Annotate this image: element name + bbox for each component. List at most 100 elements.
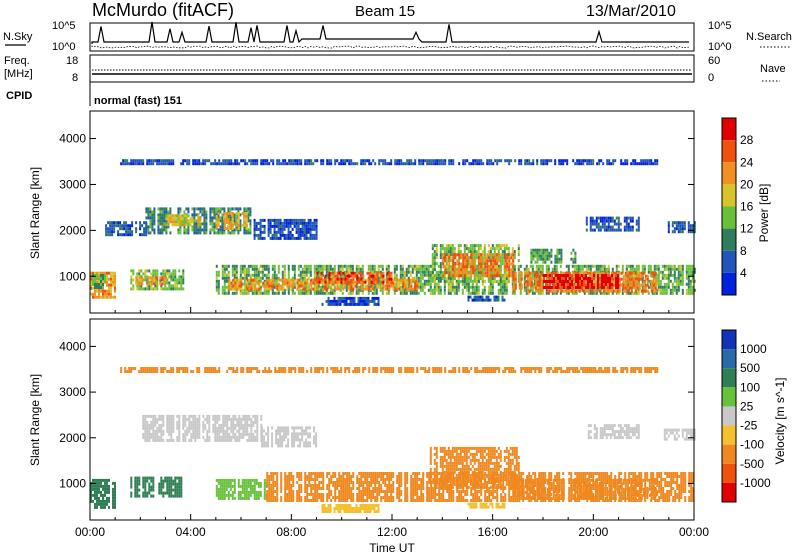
heatmap-cell bbox=[330, 284, 333, 288]
heatmap-cell bbox=[681, 282, 684, 286]
heatmap-cell bbox=[554, 277, 557, 281]
heatmap-cell bbox=[136, 485, 139, 489]
heatmap-cell bbox=[617, 277, 619, 280]
heatmap-cell bbox=[299, 230, 302, 234]
heatmap-cell bbox=[319, 264, 322, 268]
heatmap-cell bbox=[211, 216, 214, 220]
heatmap-cell bbox=[117, 230, 120, 234]
nave-label: Nave bbox=[760, 63, 786, 75]
heatmap-cell bbox=[273, 276, 276, 280]
heatmap-cell bbox=[352, 277, 355, 281]
heatmap-cell bbox=[643, 264, 646, 268]
heatmap-cell bbox=[626, 286, 629, 290]
heatmap-cell bbox=[469, 291, 472, 295]
heatmap-cell bbox=[392, 281, 395, 285]
heatmap-cell bbox=[444, 159, 447, 163]
heatmap-cell bbox=[466, 271, 469, 275]
heatmap-cell bbox=[90, 286, 92, 290]
heatmap-cell bbox=[223, 276, 226, 280]
heatmap-cell bbox=[277, 224, 280, 228]
heatmap-cell bbox=[398, 162, 401, 166]
heatmap-cell bbox=[465, 285, 468, 289]
heatmap-cell bbox=[472, 265, 475, 269]
heatmap-cell bbox=[227, 218, 230, 221]
heatmap-cell bbox=[187, 220, 190, 224]
heatmap-cell bbox=[607, 280, 609, 283]
heatmap-cell bbox=[105, 230, 108, 234]
heatmap-cell bbox=[219, 231, 222, 235]
heatmap-cell bbox=[661, 264, 664, 268]
heatmap-cell bbox=[297, 218, 300, 222]
heatmap-cell bbox=[496, 159, 499, 163]
heatmap-cell bbox=[669, 270, 672, 274]
heatmap-cell bbox=[499, 291, 502, 295]
heatmap-cell bbox=[442, 265, 445, 269]
heatmap-cell bbox=[102, 478, 104, 482]
heatmap-cell bbox=[297, 267, 300, 271]
heatmap-cell bbox=[591, 222, 594, 226]
heatmap-cell bbox=[100, 277, 102, 280]
heatmap-cell bbox=[177, 214, 180, 218]
heatmap-cell bbox=[421, 288, 424, 292]
heatmap-cell bbox=[156, 281, 159, 285]
heatmap-cell bbox=[594, 271, 597, 275]
heatmap-cell bbox=[646, 289, 649, 293]
heatmap-cell bbox=[269, 236, 272, 240]
heatmap-cell bbox=[449, 285, 452, 289]
heatmap-cell bbox=[441, 271, 444, 275]
heatmap-cell bbox=[309, 218, 312, 222]
heatmap-cell bbox=[102, 493, 104, 497]
heatmap-cell bbox=[474, 159, 477, 163]
heatmap-cell bbox=[494, 253, 497, 257]
heatmap-cell bbox=[590, 159, 593, 163]
heatmap-cell bbox=[321, 273, 324, 277]
heatmap-cell bbox=[626, 271, 629, 275]
heatmap-cell bbox=[156, 272, 159, 276]
heatmap-cell bbox=[149, 210, 152, 214]
heatmap-cell bbox=[300, 162, 303, 166]
heatmap-cell bbox=[510, 262, 513, 266]
heatmap-cell bbox=[90, 283, 92, 287]
heatmap-cell bbox=[94, 277, 96, 280]
heatmap-cell bbox=[480, 268, 483, 272]
heatmap-cell bbox=[98, 496, 100, 500]
heatmap-cell bbox=[536, 254, 539, 258]
heatmap-cell bbox=[221, 216, 224, 220]
heatmap-cell bbox=[493, 295, 496, 299]
heatmap-cell bbox=[659, 291, 662, 295]
heatmap-cell bbox=[401, 270, 404, 274]
heatmap-cell bbox=[631, 264, 634, 268]
heatmap-cell bbox=[644, 274, 647, 278]
heatmap-cell bbox=[652, 286, 655, 290]
heatmap-cell bbox=[583, 264, 586, 268]
heatmap-cell bbox=[677, 230, 680, 234]
heatmap-cell bbox=[254, 284, 257, 288]
heatmap-cell bbox=[475, 298, 478, 302]
heatmap-cell bbox=[454, 253, 457, 257]
heatmap-cell bbox=[174, 281, 177, 285]
heatmap-cell bbox=[550, 251, 553, 255]
heatmap-cell bbox=[130, 159, 133, 163]
heatmap-cell bbox=[447, 250, 450, 254]
heatmap-cell bbox=[295, 227, 298, 231]
heatmap-cell bbox=[159, 231, 162, 235]
heatmap-cell bbox=[556, 289, 559, 293]
heatmap-cell bbox=[477, 247, 480, 251]
heatmap-cell bbox=[163, 225, 166, 229]
heatmap-cell bbox=[484, 262, 487, 266]
heatmap-cell bbox=[135, 276, 138, 280]
heatmap-cell bbox=[142, 479, 145, 483]
heatmap-cell bbox=[320, 274, 323, 278]
heatmap-cell bbox=[346, 159, 349, 163]
heatmap-cell bbox=[229, 207, 232, 211]
heatmap-cell bbox=[592, 162, 595, 166]
heatmap-cell bbox=[214, 159, 217, 163]
heatmap-cell bbox=[620, 283, 623, 287]
heatmap-cell bbox=[434, 159, 437, 163]
site-title: McMurdo (fitACF) bbox=[92, 0, 234, 20]
heatmap-cell bbox=[203, 228, 206, 232]
heatmap-cell bbox=[108, 484, 110, 488]
heatmap-cell bbox=[581, 280, 583, 283]
heatmap-cell bbox=[518, 286, 521, 290]
